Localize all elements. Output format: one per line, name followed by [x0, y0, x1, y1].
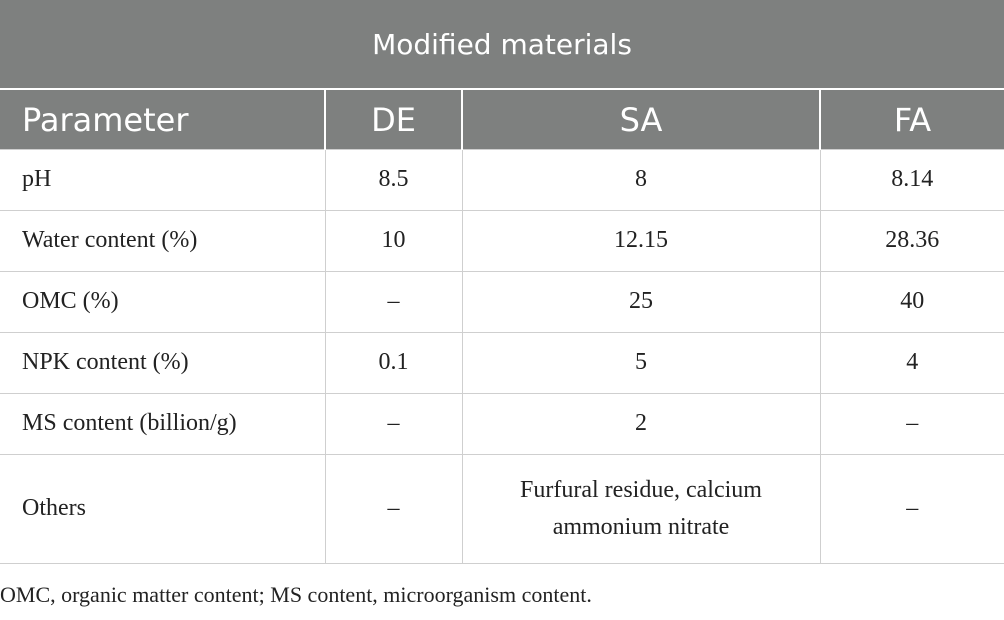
table-body: pH 8.5 8 8.14 Water content (%) 10 12.15 28.36 O… [0, 149, 1004, 564]
table-cell: 12.15 [461, 210, 821, 272]
title-row: Modified materials [0, 0, 1004, 90]
table-cell: 0.1 [324, 332, 463, 394]
table-head: Modified materials Parameter DE SA FA [0, 0, 1004, 150]
table-row: Others – Furfural residue, calcium ammoniu… [0, 454, 1004, 564]
table-cell: 4 [819, 332, 1004, 394]
column-header: SA [461, 89, 820, 150]
footnote: OMC, organic matter content; MS content,… [0, 582, 592, 607]
table-cell: 8.5 [324, 149, 463, 211]
row-label: NPK content (%) [0, 332, 326, 394]
table-cell: 25 [461, 271, 821, 333]
table-cell: 40 [819, 271, 1004, 333]
row-label: pH [0, 149, 326, 211]
table-row: MS content (billion/g) –2– [0, 393, 1004, 455]
row-label: MS content (billion/g) [0, 393, 326, 455]
header-row: Parameter DE SA FA [0, 89, 1004, 150]
table-cell: 10 [324, 210, 463, 272]
column-header: Parameter [0, 89, 325, 150]
table-row: NPK content (%) 0.1 5 4 [0, 332, 1004, 394]
table-cell: 8 [461, 149, 821, 211]
table-cell: 28.36 [819, 210, 1004, 272]
row-label: OMC (%) [0, 271, 326, 333]
table-cell: – [819, 393, 1004, 455]
table-cell: Furfural residue, calcium ammonium nitra… [461, 454, 821, 564]
table-row: pH 8.5 8 8.14 [0, 149, 1004, 211]
row-label: Others [0, 454, 326, 564]
table-cell: – [324, 454, 463, 564]
data-table: Modified materials Parameter DE SA FA pH 8.5… [0, 0, 1004, 564]
table-cell: 5 [461, 332, 821, 394]
table-cell: 8.14 [819, 149, 1004, 211]
table-cell: – [324, 393, 463, 455]
table-cell: – [819, 454, 1004, 564]
table-row: Water content (%) 10 12.15 28.36 [0, 210, 1004, 272]
table-cell: 2 [461, 393, 821, 455]
row-label: Water content (%) [0, 210, 326, 272]
column-header: DE [324, 89, 462, 150]
column-header: FA [818, 89, 1004, 150]
table-row: OMC (%) –25 40 [0, 271, 1004, 333]
table-cell: – [324, 271, 463, 333]
table-title: Modified materials [0, 0, 1004, 90]
